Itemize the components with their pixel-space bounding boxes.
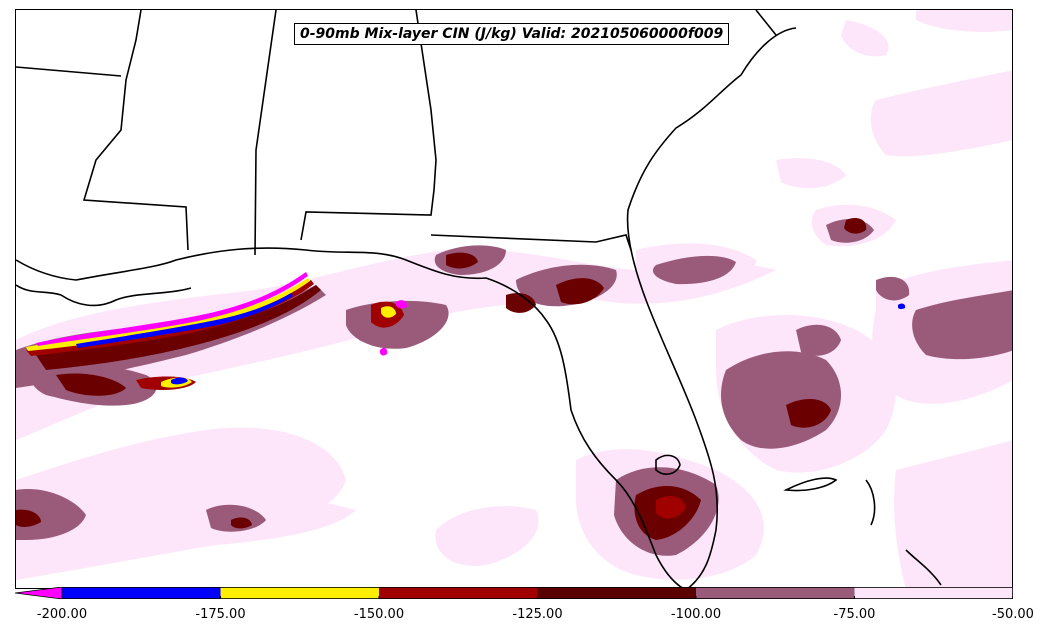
- coastline-louisiana: [16, 284, 192, 307]
- cin-map: [16, 10, 1012, 588]
- cin-blue-contours: [76, 293, 906, 385]
- colorbar-segment: [854, 587, 1013, 599]
- cin-magenta-contours: [36, 272, 408, 356]
- state-border: [430, 234, 632, 251]
- colorbar-tick-label: -150.00: [353, 607, 405, 622]
- colorbar-segment: [696, 587, 855, 599]
- colorbar-segment: [220, 587, 379, 599]
- geography-outlines: [16, 10, 942, 588]
- colorbar-extension: [15, 587, 63, 599]
- state-border: [755, 10, 777, 36]
- colorbar-segment: [379, 587, 538, 599]
- coastline-gulf: [16, 247, 685, 588]
- colorbar-tick-label: -175.00: [195, 607, 246, 622]
- map-title: 0-90mb Mix-layer CIN (J/kg) Valid: 20210…: [294, 23, 730, 45]
- colorbar: [15, 587, 1013, 599]
- bahamas: [865, 479, 876, 526]
- colorbar-tick-label: -50.00: [992, 607, 1034, 622]
- colorbar-tick-label: -100.00: [670, 607, 722, 622]
- lake-okeechobee: [655, 454, 681, 475]
- colorbar-tick-label: -75.00: [833, 607, 876, 622]
- colorbar-labels: -200.00 -175.00 -150.00 -125.00 -100.00 -75.0…: [0, 607, 1044, 625]
- colorbar-segment: [62, 587, 221, 599]
- colorbar-segment: [537, 587, 696, 599]
- map-frame: 0-90mb Mix-layer CIN (J/kg) Valid: 20210…: [15, 9, 1013, 589]
- bahamas: [905, 549, 942, 586]
- bahamas: [783, 477, 838, 492]
- state-border: [16, 66, 122, 77]
- state-border: [82, 10, 189, 251]
- state-border: [300, 10, 437, 241]
- state-border: [254, 10, 277, 256]
- colorbar-tick-label: -125.00: [512, 607, 563, 622]
- coastline-atlantic: [626, 27, 797, 588]
- colorbar-tick-label: -200.00: [36, 607, 88, 622]
